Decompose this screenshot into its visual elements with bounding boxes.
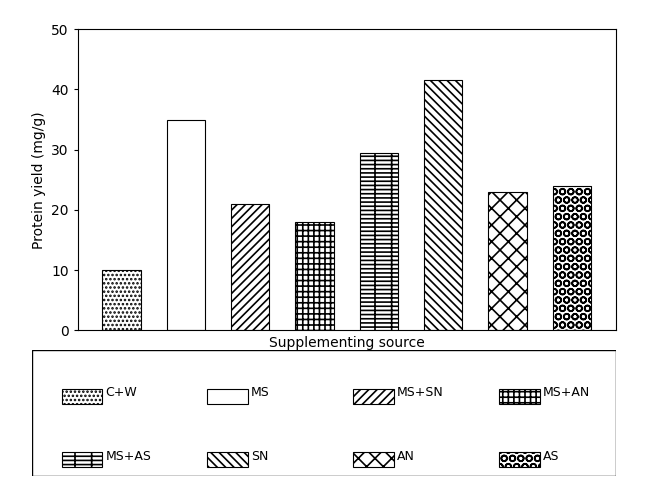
Text: MS+AS: MS+AS <box>105 450 151 463</box>
Bar <box>353 452 394 468</box>
Bar <box>102 270 141 330</box>
Text: AN: AN <box>397 450 415 463</box>
Bar <box>167 120 205 330</box>
Text: C+W: C+W <box>105 386 137 399</box>
Bar <box>499 452 540 468</box>
Bar <box>295 222 334 330</box>
X-axis label: Supplementing source: Supplementing source <box>269 336 424 350</box>
Bar <box>553 186 591 330</box>
Bar <box>353 389 394 404</box>
Bar <box>62 452 102 468</box>
Bar <box>424 80 463 330</box>
Bar <box>499 389 540 404</box>
Bar <box>488 192 527 330</box>
Text: AS: AS <box>543 450 559 463</box>
Bar <box>62 389 102 404</box>
Text: MS+SN: MS+SN <box>397 386 444 399</box>
Bar <box>360 153 398 330</box>
Bar <box>207 389 248 404</box>
Bar <box>231 204 270 330</box>
Text: SN: SN <box>251 450 268 463</box>
Text: MS: MS <box>251 386 270 399</box>
Y-axis label: Protein yield (mg/g): Protein yield (mg/g) <box>32 111 45 249</box>
Bar <box>207 452 248 468</box>
Text: MS+AN: MS+AN <box>543 386 590 399</box>
